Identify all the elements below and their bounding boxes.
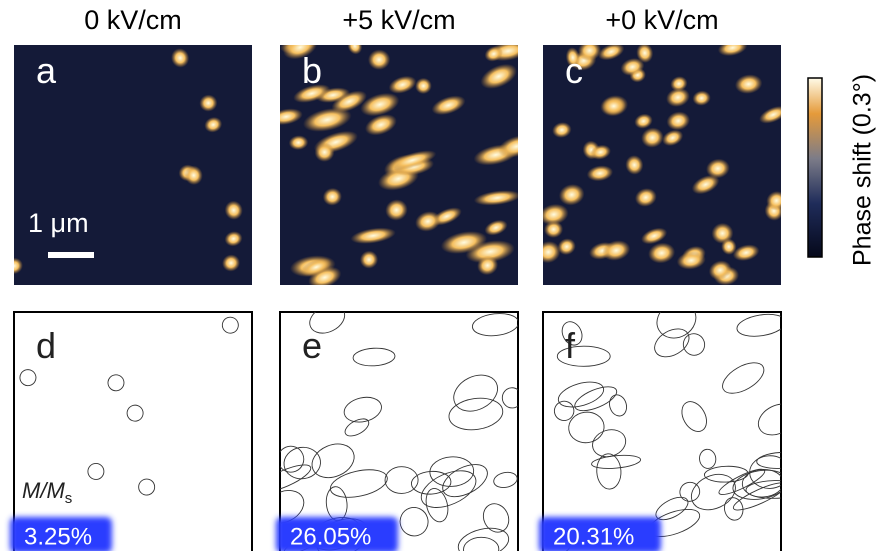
colorbar (808, 78, 822, 257)
scale-bar-label: 1 μm (28, 208, 89, 238)
column-title: +0 kV/cm (605, 5, 718, 35)
scale-bar (48, 252, 94, 258)
panel-label: f (565, 325, 576, 366)
panel-label: b (302, 50, 322, 91)
figure: Phase shift (0.3°) 0 kV/cm a d 3.25% +5 kV/c… (0, 0, 876, 551)
ratio-main: M/M (22, 478, 65, 503)
figure-canvas: Phase shift (0.3°) 0 kV/cm a d 3.25% +5 kV/c… (0, 0, 876, 551)
column-title: 0 kV/cm (84, 5, 182, 35)
fraction-value: 3.25% (24, 523, 92, 550)
panel-label: c (565, 50, 583, 91)
panel-label: e (302, 325, 322, 366)
ratio-label: M/Ms (22, 478, 72, 507)
panel-label: a (36, 50, 57, 91)
contour-panel (543, 312, 781, 551)
fraction-value: 20.31% (553, 523, 634, 550)
column-title: +5 kV/cm (342, 5, 455, 35)
ratio-sub: s (65, 490, 73, 507)
fraction-value: 26.05% (290, 523, 371, 550)
colorbar-label: Phase shift (0.3°) (849, 74, 876, 266)
panel-label: d (36, 325, 56, 366)
